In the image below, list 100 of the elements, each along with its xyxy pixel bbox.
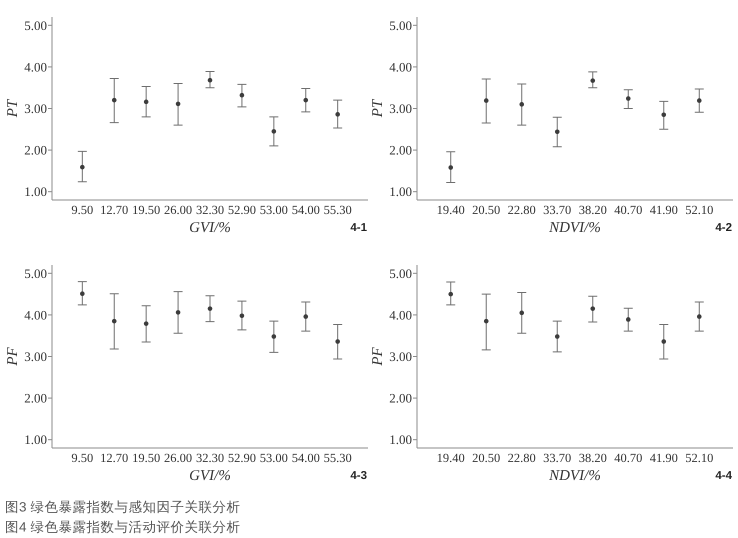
point: [448, 165, 454, 170]
y-tick-label: 2.00: [24, 142, 47, 158]
text: 4-4: [715, 470, 733, 482]
text: 4-3: [350, 470, 367, 482]
x-tick-label: 22.80: [508, 203, 536, 217]
y-tick-label: 3.00: [24, 101, 47, 116]
point: [272, 129, 276, 134]
x-tick-label: 19.50: [132, 203, 160, 217]
caption: 图4 绿色暴露指数与活动评价关联分析: [5, 520, 240, 534]
y-tick-label: 2.00: [389, 142, 412, 158]
point: [519, 102, 524, 107]
x-tick-label: 32.30: [196, 451, 224, 465]
y-tick-label: 3.00: [24, 349, 47, 364]
y-tick-label: 4.00: [389, 307, 412, 322]
point: [661, 112, 666, 118]
y-tick-label: 3.00: [389, 101, 412, 116]
caption: 图3 绿色暴露指数与感知因子关联分析: [5, 500, 240, 514]
x-tick-label: 26.00: [164, 451, 192, 465]
x-tick-label: 40.70: [614, 451, 642, 465]
point: [144, 100, 148, 104]
x-tick-label: 52.90: [228, 451, 256, 465]
y-tick-label: 5.00: [389, 18, 412, 33]
point: [484, 318, 489, 324]
point: [696, 98, 702, 103]
y-axis-title: PF: [370, 346, 386, 367]
y-tick-label: 1.00: [389, 432, 412, 448]
text: 4-2: [715, 222, 732, 234]
x-tick-label: 19.40: [436, 203, 465, 217]
x-tick-label: 54.00: [292, 203, 320, 217]
x-tick-label: 26.00: [164, 203, 192, 217]
point: [80, 164, 85, 170]
x-tick-label: 55.30: [324, 451, 352, 465]
x-tick-label: 41.90: [650, 451, 678, 465]
point: [112, 318, 117, 324]
x-tick-label: 19.50: [132, 451, 160, 465]
point: [484, 98, 489, 103]
x-tick-label: 33.70: [543, 451, 572, 465]
point: [590, 78, 596, 83]
point: [272, 334, 276, 339]
x-tick-label: 38.20: [578, 203, 607, 217]
x-tick-label: 40.70: [614, 203, 642, 217]
x-tick-label: 20.50: [472, 203, 500, 217]
point: [335, 112, 340, 117]
y-axis-title: PT: [370, 98, 386, 118]
point: [176, 102, 180, 106]
y-axis-title: PF: [5, 346, 21, 367]
y-tick-label: 3.00: [389, 349, 412, 364]
y-tick-label: 2.00: [24, 390, 47, 406]
point: [112, 98, 117, 102]
y-tick-label: 2.00: [389, 390, 412, 406]
point: [448, 292, 454, 296]
point: [626, 317, 631, 322]
point: [335, 339, 340, 344]
point: [554, 129, 560, 134]
x-tick-label: 52.90: [228, 203, 256, 217]
x-tick-label: 12.70: [100, 451, 128, 465]
x-tick-label: 38.20: [578, 451, 607, 465]
y-axis-title: PT: [5, 98, 21, 118]
x-tick-label: 9.50: [71, 451, 94, 465]
point: [519, 310, 524, 316]
x-tick-label: 55.30: [324, 203, 352, 217]
x-tick-label: 41.90: [650, 203, 678, 217]
point: [208, 306, 212, 311]
point: [626, 96, 631, 101]
x-tick-label: 52.10: [685, 451, 714, 465]
y-tick-label: 4.00: [24, 59, 47, 74]
point: [144, 321, 148, 326]
x-tick-label: 54.00: [292, 451, 320, 465]
x-tick-label: 22.80: [508, 451, 536, 465]
point: [208, 78, 212, 83]
x-tick-label: 9.50: [71, 203, 94, 217]
y-tick-label: 1.00: [24, 184, 47, 200]
point: [554, 334, 560, 339]
y-tick-label: 4.00: [24, 307, 47, 322]
y-tick-label: 4.00: [389, 59, 412, 74]
x-axis-title: NDVI/%: [548, 468, 601, 484]
y-tick-label: 5.00: [24, 266, 47, 281]
x-tick-label: 53.00: [260, 451, 288, 465]
point: [303, 98, 308, 102]
point: [590, 306, 596, 311]
point: [80, 291, 85, 296]
x-tick-label: 33.70: [543, 203, 572, 217]
point: [696, 314, 702, 319]
y-tick-label: 1.00: [24, 432, 47, 448]
x-axis-title: GVI/%: [189, 220, 231, 236]
point: [303, 314, 308, 319]
point: [176, 310, 180, 315]
y-tick-label: 5.00: [24, 18, 47, 33]
x-tick-label: 12.70: [100, 203, 128, 217]
x-tick-label: 52.10: [685, 203, 714, 217]
point: [661, 339, 666, 344]
point: [240, 92, 244, 98]
x-axis-title: NDVI/%: [548, 220, 601, 236]
text: 4-1: [350, 222, 368, 234]
y-tick-label: 5.00: [389, 266, 412, 281]
x-tick-label: 32.30: [196, 203, 224, 217]
y-tick-label: 1.00: [389, 184, 412, 200]
x-tick-label: 53.00: [260, 203, 288, 217]
x-axis-title: GVI/%: [189, 468, 231, 484]
x-tick-label: 19.40: [436, 451, 465, 465]
